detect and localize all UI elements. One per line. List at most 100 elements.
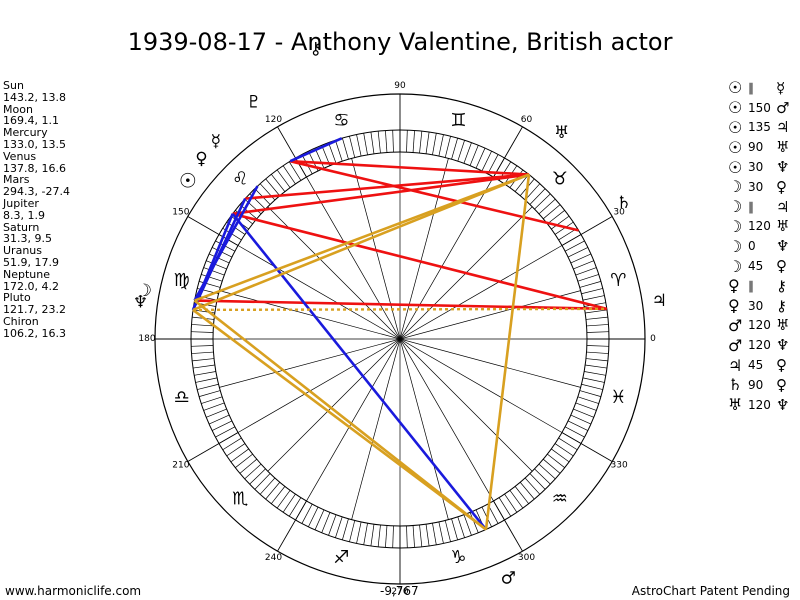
- degree-tick: [201, 396, 223, 404]
- degree-label: 210: [172, 461, 189, 471]
- degree-tick: [457, 140, 465, 162]
- aspect-planet-2: ♆: [776, 336, 790, 355]
- degree-tick: [192, 358, 215, 362]
- aspect-row: ☽ 0 ♆: [728, 236, 796, 256]
- aspect-type: 30: [748, 160, 764, 175]
- degree-tick: [558, 437, 578, 451]
- aspect-planet-1: ☉: [728, 98, 743, 118]
- zodiac-sign-glyph: ♊: [450, 110, 466, 131]
- inner-spoke: [219, 290, 581, 388]
- neptune-glyph: ♆: [133, 293, 148, 313]
- degree-tick: [342, 137, 349, 160]
- aspect-row: ☽ 30 ♀: [728, 177, 796, 197]
- degree-tick: [314, 509, 325, 531]
- degree-label: 150: [172, 208, 189, 218]
- position-name: Saturn: [3, 220, 40, 234]
- aspect-planet-2: ♀: [776, 375, 787, 394]
- aspect-planet-1: ☽: [728, 236, 743, 256]
- aspect-planet-2: ♅: [776, 217, 790, 236]
- degree-tick: [230, 448, 249, 463]
- degree-tick: [194, 371, 216, 376]
- degree-tick: [438, 521, 444, 544]
- footer-site-link[interactable]: www.harmoniclife.com: [5, 584, 142, 598]
- uranus-glyph: ♅: [554, 123, 569, 143]
- position-value: 121.7, 23.2: [3, 303, 66, 317]
- aspect-line: [289, 137, 343, 163]
- degree-tick: [259, 477, 276, 495]
- degree-tick: [192, 364, 215, 369]
- aspect-list: ☉ ∥ ☿ ☉ 150 ♂ ☉ 135 ♃ ☉ 90 ♅ ☉ 30 ♆ ☽ 30 ♀ ☽ ∥ ♃ ☽ 120 ♅ ☽ 0 ♆ ☽ 45 ♀…: [728, 78, 796, 415]
- degree-tick: [444, 520, 451, 542]
- aspect-planet-2: ♆: [776, 158, 790, 177]
- degree-tick: [529, 188, 546, 205]
- degree-tick: [265, 482, 281, 500]
- degree-tick: [451, 137, 458, 160]
- degree-tick: [463, 514, 472, 536]
- degree-tick: [481, 150, 492, 172]
- degree-tick: [222, 437, 242, 451]
- degree-tick: [504, 493, 518, 513]
- degree-tick: [215, 426, 236, 438]
- position-value: 31.3, 9.5: [3, 232, 52, 246]
- position-value: 294.3, -27.4: [3, 185, 70, 199]
- degree-tick: [211, 420, 233, 431]
- aspect-line: [192, 308, 487, 531]
- degree-tick: [451, 518, 458, 541]
- aspect-type: 120: [748, 338, 771, 353]
- aspect-planet-1: ♅: [728, 395, 743, 415]
- mars-glyph: ♂: [501, 569, 516, 589]
- degree-tick: [191, 324, 214, 327]
- aspect-line: [290, 159, 530, 176]
- zodiac-sign-glyph: ♒: [552, 488, 568, 509]
- aspect-type: 30: [748, 298, 764, 313]
- position-value: 169.4, 1.1: [3, 114, 59, 128]
- aspect-planet-2: ♀: [776, 177, 787, 196]
- aspect-planet-1: ♂: [728, 335, 743, 355]
- aspect-planet-1: ☽: [728, 256, 743, 276]
- degree-tick: [586, 351, 609, 354]
- degree-tick: [581, 383, 603, 390]
- aspect-planet-1: ♃: [728, 355, 743, 375]
- degree-tick: [586, 331, 609, 333]
- degree-tick: [328, 514, 337, 536]
- aspect-type: 90: [748, 377, 764, 392]
- degree-tick: [356, 521, 362, 544]
- degree-tick: [579, 390, 602, 397]
- aspect-planet-1: ☽: [728, 216, 743, 236]
- aspect-line: [232, 212, 608, 311]
- degree-label: 330: [611, 461, 628, 471]
- aspect-row: ♂ 120 ♅: [728, 316, 796, 336]
- mercury-glyph: ☿: [211, 132, 221, 152]
- aspect-planet-1: ♂: [728, 315, 743, 335]
- degree-tick: [564, 426, 585, 438]
- degree-tick: [349, 520, 356, 542]
- degree-tick: [197, 383, 219, 390]
- degree-tick: [475, 147, 486, 169]
- aspect-type: 0: [748, 239, 756, 254]
- degree-label: 270: [391, 587, 408, 597]
- aspect-row: ☉ 30 ♆: [728, 157, 796, 177]
- zodiac-sign-glyph: ♌: [232, 169, 248, 190]
- degree-tick: [585, 316, 608, 320]
- aspect-planet-1: ☽: [728, 177, 743, 197]
- degree-tick: [534, 193, 551, 210]
- degree-tick: [585, 358, 608, 362]
- aspect-row: ♃ 45 ♀: [728, 355, 796, 375]
- degree-tick: [567, 420, 589, 431]
- aspect-line: [193, 299, 487, 531]
- position-value: 106.2, 16.3: [3, 326, 66, 340]
- aspect-type: 150: [748, 100, 771, 115]
- degree-tick: [543, 458, 561, 474]
- degree-tick: [575, 267, 597, 276]
- aspect-planet-1: ☉: [728, 157, 743, 177]
- degree-tick: [425, 524, 430, 547]
- degree-tick: [254, 473, 271, 490]
- degree-label: 300: [518, 553, 535, 563]
- degree-tick: [573, 408, 594, 418]
- degree-tick: [195, 377, 218, 383]
- degree-tick: [239, 458, 257, 474]
- aspect-type: 135: [748, 120, 771, 135]
- aspect-planet-2: ♆: [776, 237, 790, 256]
- degree-tick: [487, 154, 499, 175]
